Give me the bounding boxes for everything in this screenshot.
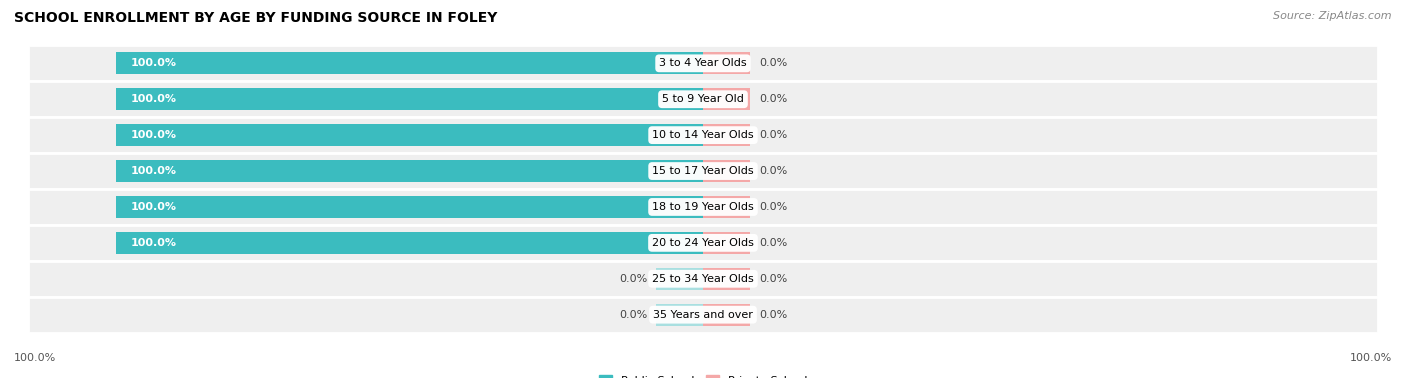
Bar [657,304,703,326]
Text: 0.0%: 0.0% [759,202,787,212]
Text: 0.0%: 0.0% [759,274,787,284]
Bar [703,160,749,182]
Text: 18 to 19 Year Olds: 18 to 19 Year Olds [652,202,754,212]
Text: 35 Years and over: 35 Years and over [652,310,754,320]
Text: 0.0%: 0.0% [619,310,647,320]
Text: 10 to 14 Year Olds: 10 to 14 Year Olds [652,130,754,140]
Text: 0.0%: 0.0% [619,274,647,284]
Bar [117,196,703,218]
Text: 100.0%: 100.0% [131,238,177,248]
Bar [703,52,749,74]
Text: 15 to 17 Year Olds: 15 to 17 Year Olds [652,166,754,176]
Bar [703,232,749,254]
Bar [117,160,703,182]
Text: 20 to 24 Year Olds: 20 to 24 Year Olds [652,238,754,248]
Bar [28,225,1378,261]
Bar [117,232,703,254]
Bar [703,88,749,110]
Bar [657,268,703,290]
Bar [28,117,1378,153]
Text: 100.0%: 100.0% [14,353,56,363]
Text: 100.0%: 100.0% [131,130,177,140]
Text: 100.0%: 100.0% [131,94,177,104]
Bar [703,196,749,218]
Text: 0.0%: 0.0% [759,130,787,140]
Bar [117,52,703,74]
Text: 3 to 4 Year Olds: 3 to 4 Year Olds [659,58,747,68]
Legend: Public School, Private School: Public School, Private School [595,370,811,378]
Bar [28,153,1378,189]
Text: 100.0%: 100.0% [131,202,177,212]
Bar [28,81,1378,117]
Text: Source: ZipAtlas.com: Source: ZipAtlas.com [1274,11,1392,21]
Bar [703,268,749,290]
Text: 25 to 34 Year Olds: 25 to 34 Year Olds [652,274,754,284]
Bar [117,124,703,146]
Text: 100.0%: 100.0% [1350,353,1392,363]
Bar [703,124,749,146]
Text: 5 to 9 Year Old: 5 to 9 Year Old [662,94,744,104]
Text: 100.0%: 100.0% [131,58,177,68]
Bar [117,88,703,110]
Bar [28,45,1378,81]
Text: 100.0%: 100.0% [131,166,177,176]
Bar [703,304,749,326]
Text: 0.0%: 0.0% [759,310,787,320]
Bar [28,189,1378,225]
Text: SCHOOL ENROLLMENT BY AGE BY FUNDING SOURCE IN FOLEY: SCHOOL ENROLLMENT BY AGE BY FUNDING SOUR… [14,11,498,25]
Bar [28,261,1378,297]
Text: 0.0%: 0.0% [759,58,787,68]
Text: 0.0%: 0.0% [759,94,787,104]
Bar [28,297,1378,333]
Text: 0.0%: 0.0% [759,166,787,176]
Text: 0.0%: 0.0% [759,238,787,248]
